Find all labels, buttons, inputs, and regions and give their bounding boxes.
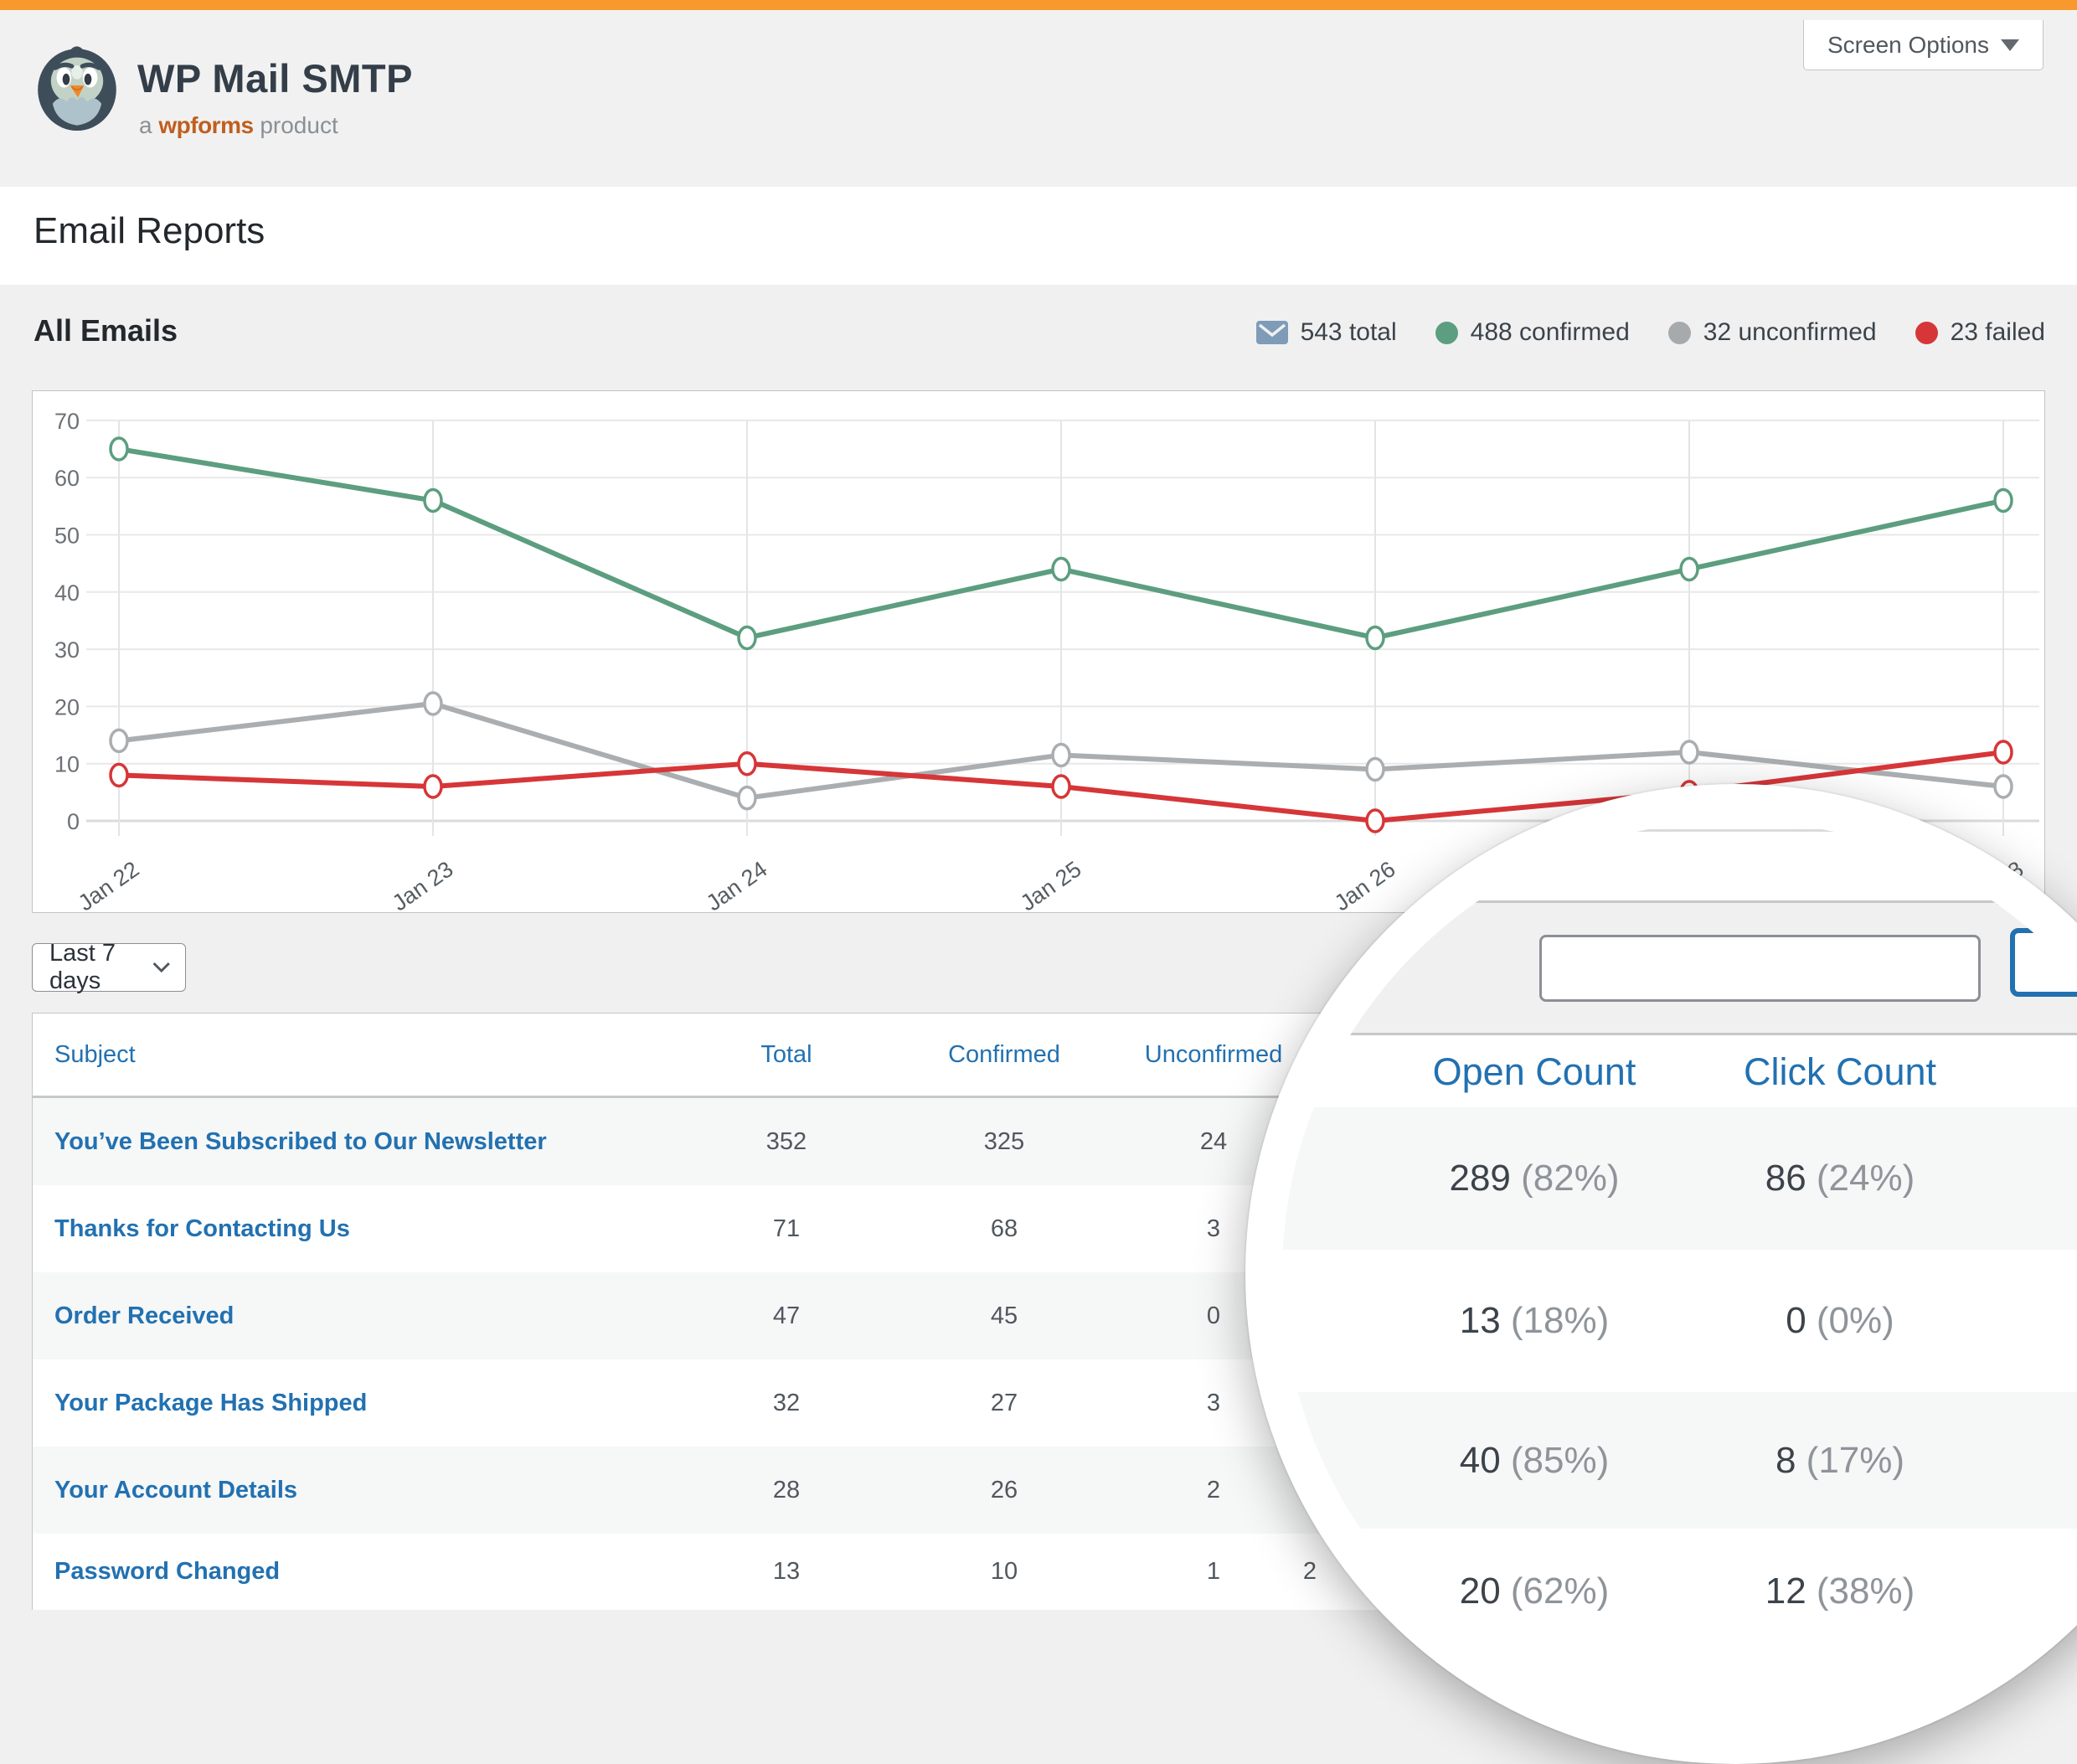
legend-total: 543 total xyxy=(1255,318,1397,347)
unconfirmed-value: 2 xyxy=(1206,1477,1221,1504)
search-button[interactable] xyxy=(2010,928,2077,997)
confirmed-value: 10 xyxy=(990,1558,1018,1585)
magnified-row: 289 (82%) 86 (24%) xyxy=(1282,1107,2077,1250)
unconfirmed-dot-icon xyxy=(1667,321,1691,344)
magnifier-lens: Jan 28 Open Count Click Count 289 (82%) … xyxy=(1245,784,2077,1764)
date-range-select[interactable]: Last 7 days xyxy=(32,940,186,994)
magnified-table-toolbar xyxy=(1282,900,2077,1033)
open-count-value: 289 (82%) xyxy=(1449,1158,1620,1199)
click-count-value: 8 (17%) xyxy=(1775,1439,1905,1481)
svg-text:Jan 24: Jan 24 xyxy=(702,856,772,912)
column-header-total[interactable]: Total xyxy=(760,1041,812,1068)
svg-text:70: 70 xyxy=(54,409,80,434)
brand-accent-bar xyxy=(0,0,2077,10)
subject-link[interactable]: Your Package Has Shipped xyxy=(54,1390,368,1416)
legend-failed: 23 failed xyxy=(1915,318,2045,347)
wpforms-brand: wpforms xyxy=(158,112,254,138)
app-title: WP Mail SMTP xyxy=(137,56,413,101)
magnified-row: 20 (62%) 12 (38%) xyxy=(1282,1529,2077,1727)
subject-link[interactable]: Your Account Details xyxy=(54,1477,298,1504)
svg-text:10: 10 xyxy=(54,752,80,777)
table-row: Thanks for Contacting Us 71 68 3 xyxy=(33,1185,2044,1272)
open-count-value: 40 (85%) xyxy=(1459,1439,1610,1481)
confirmed-dot-icon xyxy=(1435,321,1458,344)
magnified-row: 13 (18%) 0 (0%) xyxy=(1282,1250,2077,1392)
app-header: WP Mail SMTP a wpforms product Screen Op… xyxy=(0,10,2077,187)
subject-link[interactable]: Password Changed xyxy=(54,1558,281,1585)
table-row: Your Package Has Shipped 32 27 3 xyxy=(33,1359,2044,1447)
total-value: 13 xyxy=(772,1558,801,1585)
column-header-click-count[interactable]: Click Count xyxy=(1743,1050,1937,1093)
section-title: All Emails xyxy=(34,313,178,348)
tagline-prefix: a xyxy=(139,112,152,138)
magnified-axis-line xyxy=(1282,829,2077,832)
magnified-chart-area: Jan 28 xyxy=(1282,821,2077,917)
click-count-value: 86 (24%) xyxy=(1765,1158,1915,1199)
screen-options-button[interactable]: Screen Options xyxy=(1803,20,2044,70)
confirmed-value: 325 xyxy=(983,1128,1025,1155)
unconfirmed-value: 3 xyxy=(1206,1390,1221,1416)
click-count-value: 0 (0%) xyxy=(1786,1300,1894,1341)
unconfirmed-value: 1 xyxy=(1206,1558,1221,1585)
legend-confirmed-label: 488 confirmed xyxy=(1470,318,1630,346)
click-count-value: 12 (38%) xyxy=(1765,1571,1915,1612)
page-title: Email Reports xyxy=(34,210,265,251)
svg-text:50: 50 xyxy=(54,524,80,549)
total-value: 32 xyxy=(772,1390,801,1416)
date-range-value: Last 7 days xyxy=(49,940,116,994)
svg-text:Jan 25: Jan 25 xyxy=(1016,856,1086,912)
unconfirmed-value: 0 xyxy=(1206,1302,1221,1329)
svg-text:60: 60 xyxy=(54,466,80,491)
open-count-value: 13 (18%) xyxy=(1459,1300,1610,1341)
failed-dot-icon xyxy=(1915,321,1938,344)
envelope-icon xyxy=(1255,321,1288,344)
confirmed-value: 26 xyxy=(990,1477,1018,1504)
wp-mail-smtp-pigeon-logo xyxy=(38,46,116,132)
legend-failed-label: 23 failed xyxy=(1950,318,2045,346)
legend-unconfirmed-label: 32 unconfirmed xyxy=(1703,318,1877,346)
tagline-suffix: product xyxy=(260,112,338,138)
search-input[interactable] xyxy=(1539,935,1981,1002)
unconfirmed-value: 24 xyxy=(1199,1128,1228,1155)
magnifier-content: Jan 28 Open Count Click Count 289 (82%) … xyxy=(1282,821,2077,1727)
subject-link[interactable]: You’ve Been Subscribed to Our Newsletter xyxy=(54,1128,547,1155)
unconfirmed-value: 3 xyxy=(1206,1215,1221,1242)
confirmed-value: 68 xyxy=(990,1215,1018,1242)
chevron-down-icon xyxy=(2001,39,2019,51)
svg-text:20: 20 xyxy=(54,694,80,720)
svg-text:Jan 23: Jan 23 xyxy=(388,856,458,912)
total-value: 47 xyxy=(772,1302,801,1329)
column-header-unconfirmed[interactable]: Unconfirmed xyxy=(1144,1041,1283,1068)
magnified-row: 40 (85%) 8 (17%) xyxy=(1282,1392,2077,1529)
svg-text:0: 0 xyxy=(67,809,80,834)
subject-link[interactable]: Order Received xyxy=(54,1302,234,1329)
app-tagline: a wpforms product xyxy=(139,112,338,139)
open-count-value: 20 (62%) xyxy=(1459,1571,1610,1612)
legend-unconfirmed: 32 unconfirmed xyxy=(1667,318,1877,347)
chart-legend: 543 total 488 confirmed 32 unconfirmed 2… xyxy=(1255,318,2045,347)
confirmed-value: 27 xyxy=(990,1390,1018,1416)
legend-confirmed: 488 confirmed xyxy=(1435,318,1630,347)
total-value: 71 xyxy=(772,1215,801,1242)
svg-text:Jan 22: Jan 22 xyxy=(74,856,144,912)
column-header-open-count[interactable]: Open Count xyxy=(1432,1050,1636,1093)
page-title-bar: Email Reports xyxy=(0,187,2077,285)
svg-text:40: 40 xyxy=(54,580,80,606)
legend-total-label: 543 total xyxy=(1300,318,1397,346)
screen-options-label: Screen Options xyxy=(1827,31,1989,58)
svg-text:30: 30 xyxy=(54,637,80,663)
subject-link[interactable]: Thanks for Contacting Us xyxy=(54,1215,350,1242)
column-header-confirmed[interactable]: Confirmed xyxy=(948,1041,1060,1068)
column-header-subject[interactable]: Subject xyxy=(54,1041,136,1068)
magnified-table-header: Open Count Click Count xyxy=(1282,1033,2077,1107)
chevron-down-icon xyxy=(152,962,170,973)
confirmed-value: 45 xyxy=(990,1302,1018,1329)
total-value: 28 xyxy=(772,1477,801,1504)
total-value: 352 xyxy=(765,1128,807,1155)
